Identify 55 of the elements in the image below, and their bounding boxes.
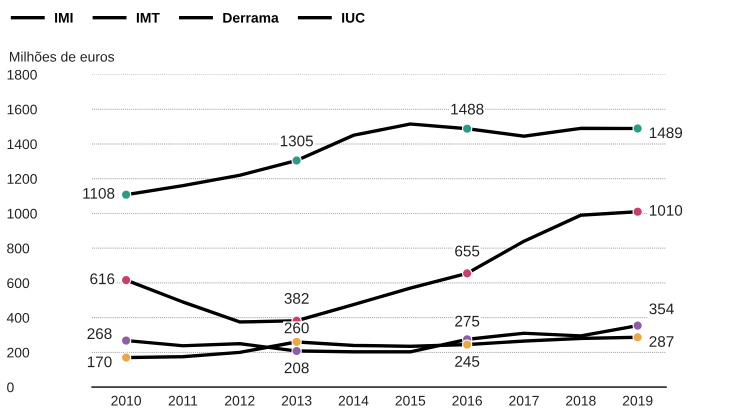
data-label: 287: [650, 336, 674, 347]
y-tick-label: 1400: [8, 139, 37, 150]
y-tick-label: 1200: [8, 174, 37, 184]
point: [462, 268, 472, 279]
y-tick-label: 200: [7, 348, 30, 358]
y-tick-label: 1600: [8, 104, 37, 114]
data-label: 1489: [650, 127, 682, 138]
point: [462, 123, 472, 134]
x-tick-label: 2013: [282, 396, 312, 406]
x-tick-label: 2010: [111, 396, 142, 406]
legend-label: Derrama: [223, 13, 279, 23]
x-tick-label: 2019: [622, 396, 652, 406]
data-label: 245: [455, 356, 480, 367]
y-tick-label: 800: [7, 244, 30, 254]
data-label: 354: [649, 303, 674, 314]
data-label: 170: [88, 356, 112, 368]
y-tick-label: 0: [7, 382, 14, 392]
legend-label: IMT: [136, 13, 160, 23]
data-label: 208: [284, 362, 309, 374]
point: [291, 336, 302, 348]
y-tick-label: 1800: [8, 70, 37, 80]
legend-label: IMI: [55, 13, 73, 23]
data-label: 655: [455, 246, 480, 256]
data-label: 275: [455, 316, 480, 327]
x-tick-label: 2012: [225, 396, 255, 406]
data-label: 1305: [280, 136, 313, 146]
y-tick-label: 600: [7, 278, 30, 288]
point: [462, 339, 472, 350]
x-tick-label: 2014: [338, 396, 369, 406]
data-label: 616: [90, 273, 114, 284]
point: [632, 123, 643, 134]
point: [291, 346, 302, 356]
y-axis-title: Milhões de euros: [10, 51, 114, 62]
point: [291, 155, 302, 166]
data-label: 268: [87, 328, 112, 340]
point: [120, 352, 132, 363]
data-label: 260: [284, 322, 309, 334]
point: [120, 274, 132, 286]
data-label: 382: [284, 293, 309, 304]
data-label: 1108: [83, 188, 114, 199]
point: [120, 189, 132, 200]
y-tick-label: 1000: [8, 208, 37, 219]
legend-label: IUC: [342, 12, 365, 23]
data-label: 1010: [650, 204, 682, 216]
point: [632, 320, 643, 331]
point: [120, 335, 132, 346]
x-tick-label: 2017: [509, 396, 539, 406]
data-label: 1488: [451, 104, 484, 115]
y-tick-label: 400: [6, 312, 30, 323]
point: [632, 332, 643, 342]
x-tick-label: 2018: [566, 396, 596, 406]
point: [632, 206, 643, 217]
x-tick-label: 2016: [452, 396, 482, 406]
x-tick-label: 2015: [396, 396, 426, 406]
x-tick-label: 2011: [168, 396, 198, 406]
